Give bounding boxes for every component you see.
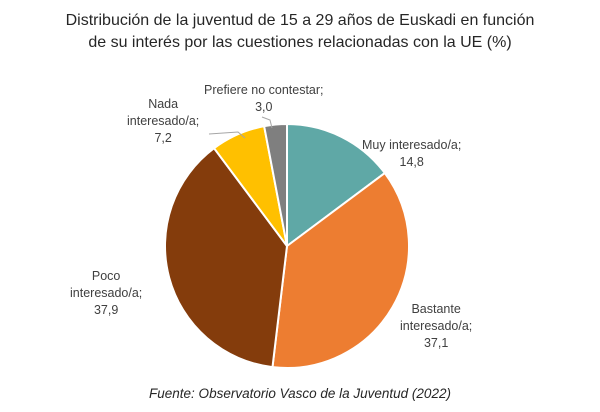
data-label-poco-interesado: Poco interesado/a; 37,9 — [70, 268, 142, 319]
pie-slice-prefiere-no-contestar — [262, 122, 288, 247]
leader-line-nada-interesado — [208, 131, 246, 139]
pie-slice-bastante-interesado — [271, 171, 410, 369]
data-label-value: 3,0 — [255, 100, 273, 114]
data-label-muy-interesado: Muy interesado/a; 14,8 — [362, 137, 461, 171]
data-label-prefiere-no-contestar: Prefiere no contestar; 3,0 — [204, 82, 324, 116]
data-label-value: 37,9 — [93, 303, 119, 317]
chart-title-line-1: Distribución de la juventud de 15 a 29 a… — [65, 12, 535, 29]
pie-slice-muy-interesado — [286, 122, 387, 248]
data-label-text: interesado/a; — [400, 319, 473, 333]
chart-title: Distribución de la juventud de 15 a 29 a… — [0, 10, 600, 54]
data-label-bastante-interesado: Bastante interesado/a; 37,1 — [400, 301, 472, 352]
data-label-text: Poco — [91, 269, 121, 283]
chart-title-line-2: de su interés por las cuestiones relacio… — [88, 34, 512, 51]
data-label-text: Nada — [148, 97, 179, 111]
data-label-text: interesado/a; — [70, 286, 143, 300]
pie-slice-poco-interesado — [164, 146, 289, 369]
data-label-value: 7,2 — [154, 131, 172, 145]
data-label-nada-interesado: Nada interesado/a; 7,2 — [127, 96, 199, 147]
data-label-text: interesado/a; — [127, 114, 200, 128]
data-label-text: Bastante — [411, 302, 461, 316]
source-note: Fuente: Observatorio Vasco de la Juventu… — [149, 386, 451, 401]
data-label-text: Muy interesado/a; — [362, 138, 462, 152]
data-label-value: 14,8 — [399, 155, 424, 169]
data-label-text: Prefiere no contestar; — [204, 83, 324, 97]
leader-line-prefiere-no-contestar — [261, 116, 273, 129]
data-label-value: 37,1 — [423, 336, 449, 350]
